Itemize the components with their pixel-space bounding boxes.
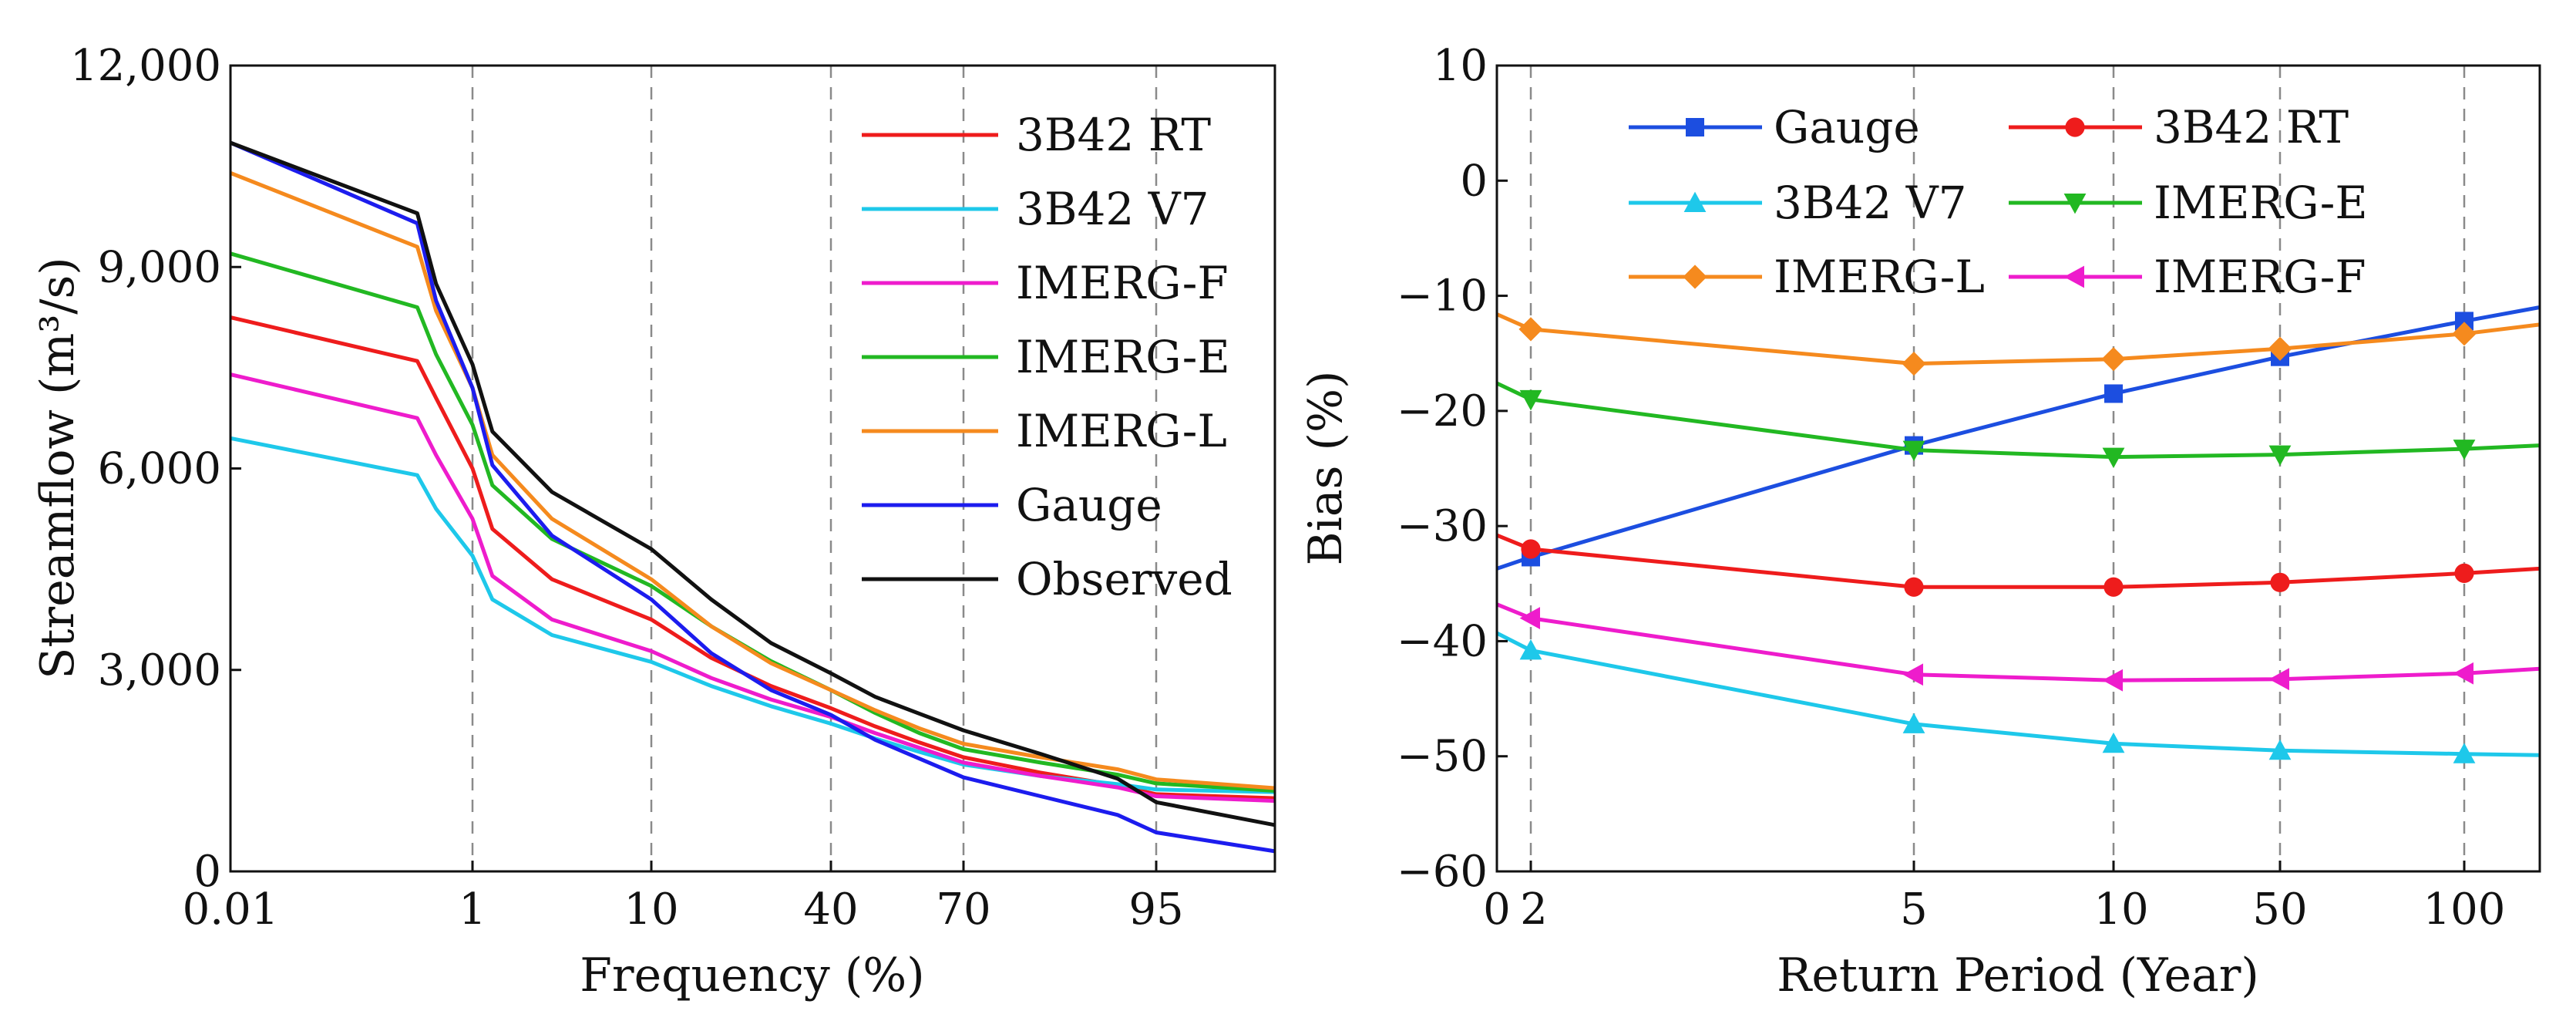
right-legend-marker-3b42-v7 — [1683, 191, 1707, 212]
right-series-marker-imerg-e — [1902, 440, 1925, 462]
right-series-marker-imerg-e — [2268, 445, 2292, 466]
left-y-tick-label: 3,000 — [98, 645, 221, 696]
left-x-tick-label: 70 — [936, 885, 990, 935]
right-series-marker-imerg-f — [2268, 668, 2289, 691]
right-legend-marker-3b42-rt — [2065, 117, 2085, 137]
right-series-marker-3b42-rt — [2270, 572, 2290, 592]
right-series-line-imerg-f — [1496, 602, 2541, 682]
left-legend-label-gauge: Gauge — [1016, 479, 1162, 531]
right-legend-label-imerg-l: IMERG-L — [1774, 251, 1985, 303]
right-series-marker-imerg-e — [2453, 440, 2476, 460]
left-x-axis-title: Frequency (%) — [580, 949, 924, 1002]
right-x-tick-label: 10 — [2093, 885, 2148, 935]
left-y-tick-label: 0 — [193, 847, 221, 897]
right-y-tick-label: −40 — [1397, 616, 1488, 666]
right-legend-label-3b42-v7: 3B42 V7 — [1774, 177, 1967, 229]
left-x-tick-label: 40 — [803, 885, 858, 935]
right-legend-label-imerg-f: IMERG-F — [2154, 251, 2366, 303]
right-series-line-3b42-rt — [1496, 533, 2541, 589]
right-series-marker-imerg-l — [2101, 347, 2126, 372]
right-series-marker-gauge — [2104, 384, 2123, 403]
left-x-tick-label: 0.01 — [183, 885, 279, 935]
right-y-axis-title: Bias (%) — [1299, 371, 1353, 566]
right-series-marker-imerg-l — [2268, 336, 2292, 361]
right-series-marker-imerg-f — [1902, 663, 1923, 686]
left-legend-label-imerg-e: IMERG-E — [1016, 331, 1230, 383]
right-x-tick-label: 0 — [1483, 885, 1511, 935]
left-y-tick-label: 6,000 — [98, 444, 221, 494]
left-x-tick-label: 1 — [459, 885, 486, 935]
left-y-tick-label: 12,000 — [70, 41, 221, 91]
right-legend-label-3b42-rt: 3B42 RT — [2154, 101, 2349, 153]
right-plot-frame — [1495, 64, 2541, 873]
right-series-line-imerg-l — [1495, 312, 2541, 366]
right-y-tick-label: −50 — [1397, 732, 1488, 782]
left-series-line-observed — [230, 140, 1276, 827]
right-y-tick-label: −20 — [1397, 386, 1488, 436]
right-x-tick-label: 100 — [2423, 885, 2506, 935]
right-series-line-3b42-v7 — [1495, 631, 2541, 757]
right-legend: Gauge 3B42 RT 3B42 V7 IMERG-E IMERG-L IMERG-F — [1629, 101, 2368, 303]
right-series-marker-imerg-f — [2102, 669, 2123, 692]
right-legend-label-gauge: Gauge — [1774, 101, 1920, 153]
right-x-axis-title: Return Period (Year) — [1777, 949, 2259, 1002]
right-series-marker-imerg-e — [2102, 447, 2125, 468]
right-series-marker-imerg-l — [1902, 352, 1926, 376]
right-series-marker-imerg-f — [1519, 607, 1540, 629]
left-legend-label-observed: Observed — [1016, 553, 1233, 605]
right-y-tick-label: 10 — [1433, 41, 1488, 91]
right-series-marker-3b42-v7 — [2453, 743, 2476, 763]
left-legend-label-3b42-v7: 3B42 V7 — [1016, 183, 1209, 235]
right-series-marker-3b42-v7 — [2268, 739, 2292, 760]
left-y-axis-title: Streamflow (m³/s) — [31, 257, 85, 679]
right-y-tick-label: −60 — [1397, 847, 1488, 897]
left-series-group — [230, 140, 1276, 854]
left-grid-lines — [471, 66, 1158, 871]
left-series-line-gauge — [230, 140, 1276, 854]
right-x-tick-label: 5 — [1900, 885, 1928, 935]
left-axis-ticks: 0.01 1 10 40 70 95 0 3,000 6,000 9,000 12,000 — [70, 41, 1184, 935]
right-series-marker-3b42-rt — [1904, 577, 1924, 597]
right-series-marker-3b42-v7 — [1519, 639, 1542, 660]
right-y-tick-label: 0 — [1460, 156, 1488, 206]
right-legend-marker-imerg-e — [2063, 194, 2087, 214]
right-series-marker-imerg-l — [2452, 322, 2477, 346]
right-series-marker-3b42-rt — [2104, 577, 2124, 597]
left-x-tick-label: 95 — [1128, 885, 1183, 935]
right-series-marker-imerg-e — [1519, 389, 1542, 411]
right-y-tick-label: −10 — [1397, 271, 1488, 322]
right-series-marker-3b42-v7 — [1902, 713, 1925, 733]
right-series-group — [1495, 305, 2541, 763]
left-legend-label-3b42-rt: 3B42 RT — [1016, 109, 1211, 161]
right-series-marker-3b42-v7 — [2102, 732, 2125, 753]
right-y-tick-label: −30 — [1397, 501, 1488, 551]
left-panel-streamflow-chart: 0.01 1 10 40 70 95 0 3,000 6,000 9,000 12,000 Freq… — [31, 41, 1276, 1002]
right-series-marker-imerg-l — [1518, 317, 1543, 342]
right-x-tick-label: 50 — [2252, 885, 2307, 935]
right-legend-marker-imerg-l — [1683, 265, 1707, 289]
right-series-marker-imerg-f — [2453, 662, 2473, 685]
left-legend: 3B42 RT 3B42 V7 IMERG-F IMERG-E IMERG-L Gauge… — [862, 109, 1233, 605]
right-legend-label-imerg-e: IMERG-E — [2154, 177, 2368, 229]
left-legend-label-imerg-f: IMERG-F — [1016, 257, 1229, 309]
right-legend-marker-imerg-f — [2063, 265, 2084, 288]
right-legend-marker-gauge — [1686, 118, 1704, 136]
left-x-tick-label: 10 — [624, 885, 678, 935]
left-y-tick-label: 9,000 — [98, 242, 221, 292]
left-legend-label-imerg-l: IMERG-L — [1016, 405, 1227, 457]
right-series-marker-3b42-rt — [2454, 563, 2474, 583]
right-x-tick-label: 2 — [1520, 885, 1548, 935]
right-series-line-gauge — [1496, 305, 2541, 571]
right-series-marker-3b42-rt — [1521, 539, 1541, 559]
left-series-line-imerg-f — [230, 372, 1276, 804]
